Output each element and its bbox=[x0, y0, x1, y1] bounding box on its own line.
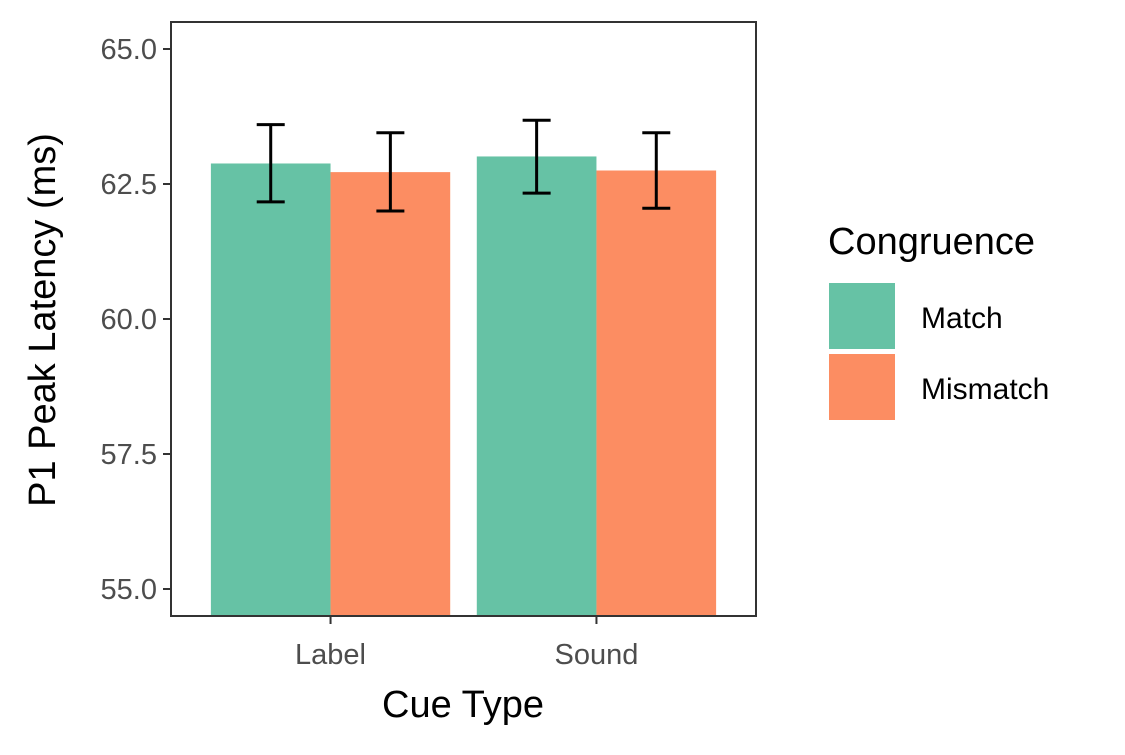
y-tick-label: 55.0 bbox=[101, 574, 157, 606]
legend: Congruence Match Mismatch bbox=[828, 221, 1049, 420]
legend-title: Congruence bbox=[828, 221, 1035, 263]
bar-mismatch-label bbox=[330, 172, 451, 616]
error-bar-mismatch-sound bbox=[642, 131, 671, 210]
x-tick-label: Sound bbox=[555, 639, 639, 671]
x-tick-label: Label bbox=[295, 639, 366, 671]
y-tick-label: 65.0 bbox=[101, 34, 157, 66]
legend-label: Match bbox=[921, 302, 1003, 335]
legend-item-mismatch: Mismatch bbox=[829, 354, 1049, 420]
legend-label: Mismatch bbox=[921, 373, 1049, 406]
legend-item-match: Match bbox=[829, 283, 1003, 349]
bar-mismatch-sound bbox=[596, 170, 717, 616]
legend-items: Match Mismatch bbox=[829, 283, 1049, 420]
y-tick-label: 60.0 bbox=[101, 304, 157, 336]
legend-swatch bbox=[829, 283, 895, 349]
bar-match-label bbox=[210, 163, 331, 617]
error-bar-mismatch-label bbox=[376, 131, 405, 213]
error-bar-match-sound bbox=[522, 118, 551, 195]
legend-swatch bbox=[829, 354, 895, 420]
y-axis-title: P1 Peak Latency (ms) bbox=[22, 133, 64, 507]
y-tick-label: 57.5 bbox=[101, 439, 157, 471]
axes: 55.0 57.5 60.0 62.5 65.0 Label Sound bbox=[101, 21, 757, 671]
y-tick-label: 62.5 bbox=[101, 169, 157, 201]
bar-match-sound bbox=[476, 156, 597, 616]
error-bar-match-label bbox=[256, 123, 285, 204]
x-axis-title: Cue Type bbox=[382, 684, 544, 726]
plot-area bbox=[171, 22, 756, 617]
